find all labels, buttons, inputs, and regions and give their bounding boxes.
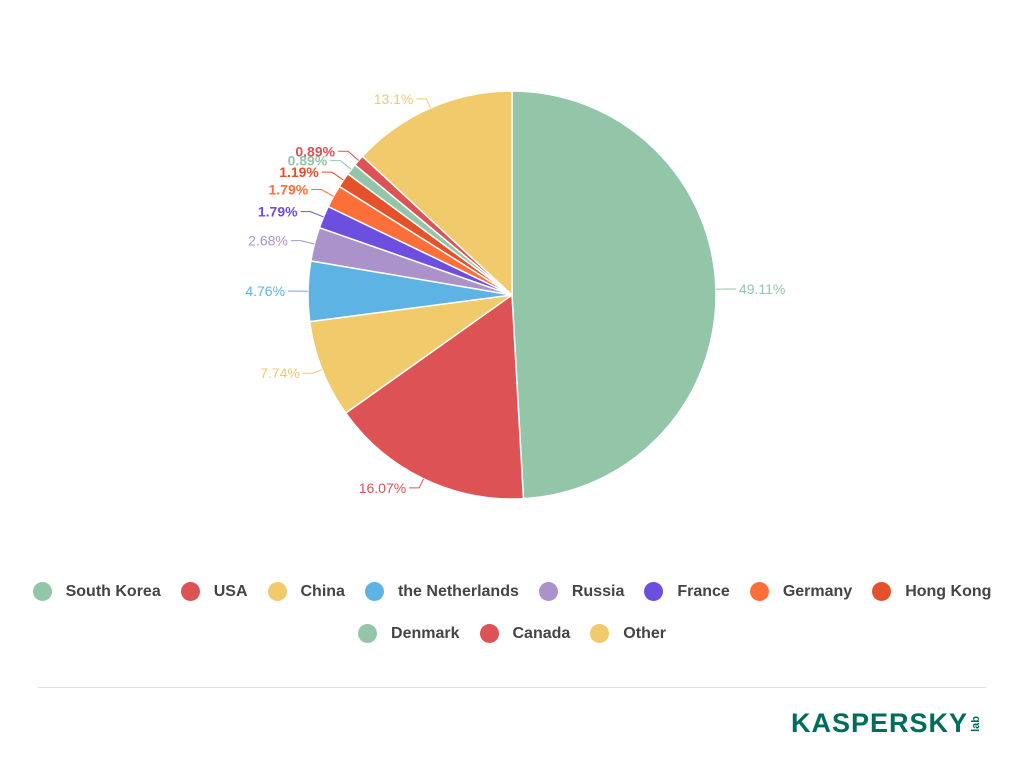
legend-label: South Korea (65, 582, 161, 600)
slice-south-korea[interactable] (511, 90, 717, 500)
legend-item-other[interactable]: Other (590, 624, 666, 643)
leader-line-russia (290, 240, 315, 245)
legend-item-france[interactable]: France (644, 582, 730, 601)
legend-item-usa[interactable]: USA (180, 582, 248, 601)
data-label-south-korea: 49.11% (739, 281, 785, 297)
data-label-hong-kong: 1.19% (279, 164, 319, 180)
legend-label: Denmark (391, 624, 460, 642)
legend-item-canada[interactable]: Canada (479, 624, 571, 643)
pie-labels: 49.11% 16.07% 7.74% 4.76% 2.68% 1.79% 1.79% 1.1… (245, 91, 785, 496)
slice-other[interactable] (361, 90, 513, 297)
legend-item-hong-kong[interactable]: Hong Kong (872, 582, 991, 601)
data-label-russia: 2.68% (248, 233, 288, 249)
data-label-china: 7.74% (260, 365, 300, 381)
legend-item-china[interactable]: China (267, 582, 345, 601)
legend-swatch (364, 582, 384, 601)
legend-label: France (677, 582, 730, 600)
kaspersky-logo: KASPERSKY lab (791, 708, 982, 739)
legend-label: Russia (571, 582, 625, 600)
data-label-denmark: 0.89% (288, 153, 328, 169)
leader-line-china (302, 369, 323, 374)
leader-line-france (300, 211, 324, 218)
data-label-other: 13.1% (374, 91, 414, 107)
legend-label: Other (623, 624, 666, 642)
legend-label: Canada (512, 624, 571, 642)
logo-sub: lab (970, 715, 982, 732)
legend-swatch (590, 624, 610, 643)
pie-chart-svg: 49.11% 16.07% 7.74% 4.76% 2.68% 1.79% 1.79% 1.1… (245, 90, 785, 500)
leader-line-canada (338, 150, 359, 161)
pie-chart: 49.11% 16.07% 7.74% 4.76% 2.68% 1.79% 1.79% 1.1… (245, 90, 785, 500)
leader-line-other (416, 98, 431, 109)
pie-slices (307, 90, 717, 500)
data-label-usa: 16.07% (359, 480, 406, 496)
footer-divider (38, 687, 986, 688)
legend-label: Germany (782, 582, 853, 600)
legend-item-russia[interactable]: Russia (538, 582, 625, 601)
leader-line-hong-kong (321, 171, 344, 181)
legend-label: USA (213, 582, 248, 600)
legend-item-denmark[interactable]: Denmark (358, 624, 460, 643)
leader-line-germany (311, 189, 334, 197)
legend-label: China (300, 582, 345, 600)
legend-swatch (538, 582, 558, 601)
legend-label: the Netherlands (397, 582, 519, 600)
legend-swatch (180, 582, 200, 601)
data-label-canada: 0.89% (295, 143, 335, 159)
logo-text: KASPERSKY (790, 708, 968, 738)
legend-swatch (749, 582, 769, 601)
legend-swatch (479, 624, 499, 643)
leader-line-usa (409, 478, 424, 489)
data-label-the-netherlands: 4.76% (245, 283, 285, 299)
legend-swatch (872, 582, 892, 601)
data-label-france: 1.79% (258, 204, 298, 220)
slice-china[interactable] (308, 294, 513, 415)
legend-item-the-netherlands[interactable]: the Netherlands (364, 582, 519, 601)
leader-line-denmark (330, 160, 352, 170)
legend-swatch (32, 582, 52, 601)
legend-swatch (358, 624, 378, 643)
legend-item-germany[interactable]: Germany (749, 582, 853, 601)
legend-swatch (644, 582, 664, 601)
legend-row-2: Denmark Canada Other (0, 624, 1024, 643)
data-label-germany: 1.79% (269, 182, 309, 198)
legend-item-south-korea[interactable]: South Korea (32, 582, 161, 601)
legend-swatch (267, 582, 287, 601)
legend-row-1: South Korea USA China the Netherlands Ru… (0, 582, 1024, 601)
legend-label: Hong Kong (905, 582, 992, 600)
